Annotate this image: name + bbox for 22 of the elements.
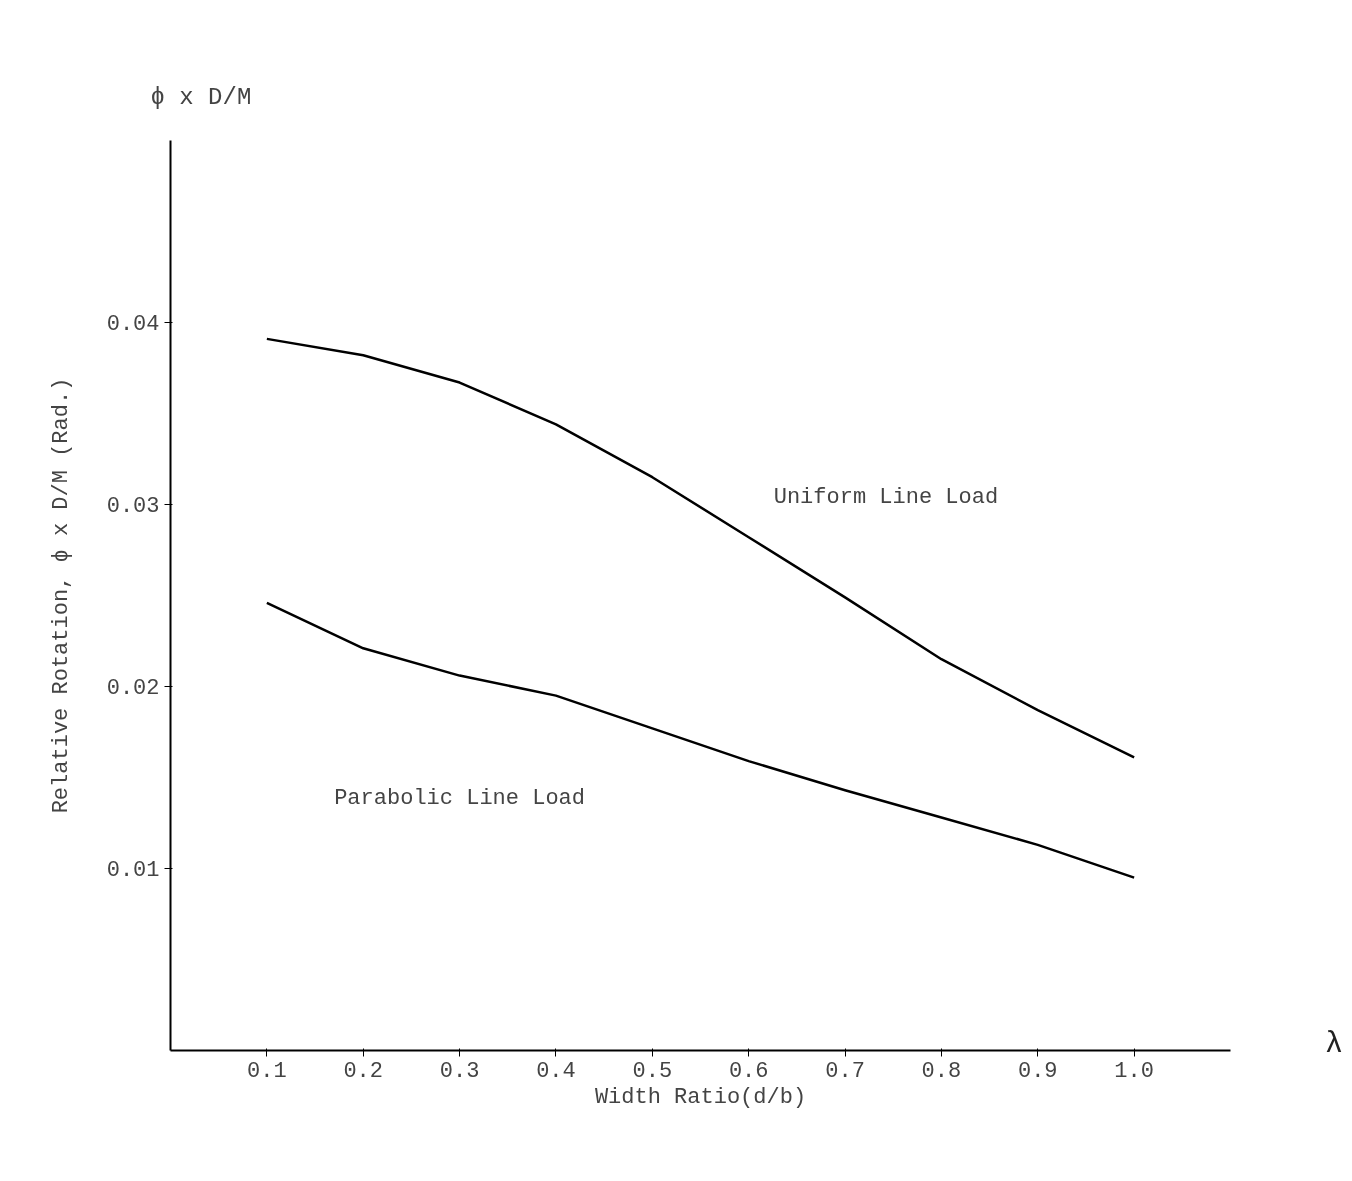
text: ϕ x D/M <box>150 83 252 111</box>
x-tick-label: 0.1 <box>247 1058 287 1084</box>
annotation: Uniform Line Load <box>773 484 999 510</box>
text: λ <box>1325 1026 1344 1063</box>
x-tick-label: 0.9 <box>1017 1058 1058 1084</box>
x-tick-label: 0.5 <box>632 1058 673 1084</box>
annotation: Parabolic Line Load <box>334 785 586 811</box>
y-tick-label: 0.02 <box>106 676 160 701</box>
x-tick-label: 0.8 <box>921 1058 962 1084</box>
line-series <box>265 601 1136 879</box>
y-tick-label: 0.01 <box>106 858 160 883</box>
line-series <box>265 337 1136 759</box>
y-tick-label: 0.04 <box>106 312 160 337</box>
y-tick-label: 0.03 <box>106 494 160 519</box>
y-axis-title: Relative Rotation, ϕ x D/M (Rad.) <box>48 377 74 814</box>
x-axis-title: Width Ratio(d/b) <box>594 1084 807 1110</box>
x-tick-label: 0.7 <box>825 1058 865 1084</box>
x-tick-label: 1.0 <box>1114 1058 1154 1084</box>
x-tick-label: 0.3 <box>439 1058 480 1084</box>
x-tick-label: 0.4 <box>536 1058 576 1084</box>
x-tick-label: 0.2 <box>343 1058 384 1084</box>
x-tick-label: 0.6 <box>728 1058 769 1084</box>
